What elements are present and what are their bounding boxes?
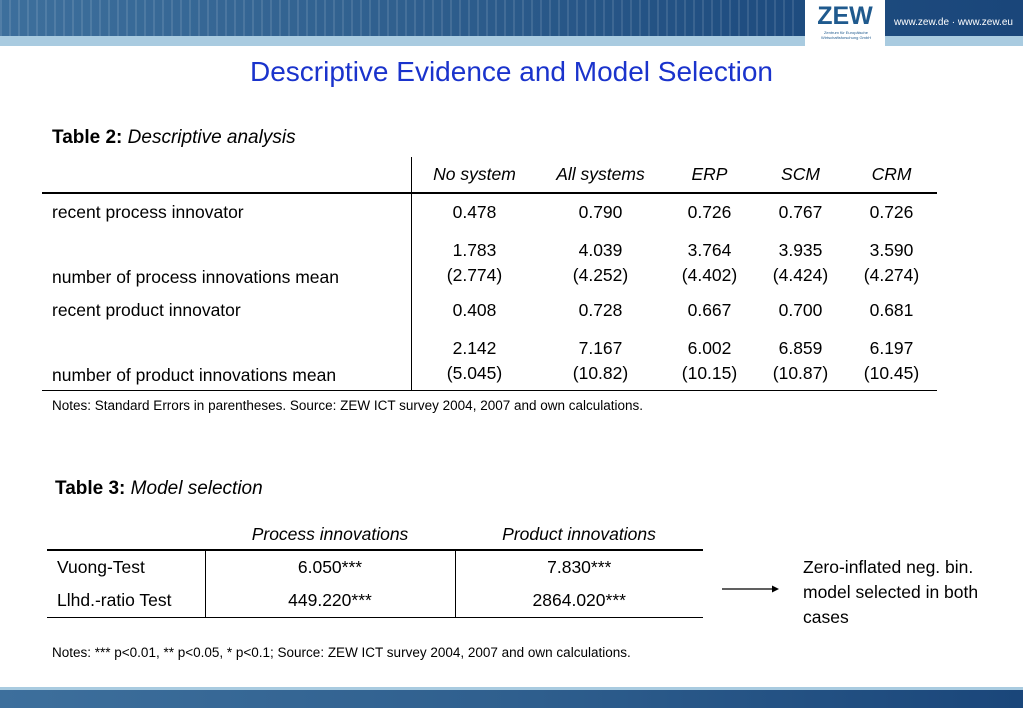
table2-row-label: number of process innovations mean xyxy=(42,230,412,292)
footer-stripe xyxy=(0,687,1023,691)
table2-caption-bold: Table 2: xyxy=(52,127,123,148)
header-url: www.zew.de · www.zew.eu xyxy=(894,17,1013,28)
header-stripe xyxy=(0,36,1023,46)
table3-row: Llhd.-ratio Test 449.220*** 2864.020*** xyxy=(47,584,703,618)
table2-se: (5.045) xyxy=(446,363,503,383)
table2-cell: 0.726 xyxy=(687,201,732,222)
table2-col-header: ERP xyxy=(664,157,755,194)
table3-corner xyxy=(47,519,205,551)
table3-header-row: Process innovations Product innovations xyxy=(47,519,703,551)
table2-cell: 7.167 (10.82) xyxy=(537,328,664,391)
table2-cell: 0.408 xyxy=(452,299,497,320)
table3-caption-italic: Model selection xyxy=(130,478,263,499)
right-arrow-icon xyxy=(722,585,779,593)
table3-cell: 2864.020*** xyxy=(455,584,703,618)
table2-cell: 0.667 xyxy=(687,299,732,320)
table2-se: (10.82) xyxy=(572,363,629,383)
table2-row: number of process innovations mean 1.783… xyxy=(42,230,937,292)
table2-notes: Notes: Standard Errors in parentheses. S… xyxy=(52,398,644,413)
table2-mean: 2.142 xyxy=(452,338,497,358)
table2-se: (4.252) xyxy=(572,265,629,285)
table2-mean: 1.783 xyxy=(452,240,497,260)
table2-cell: 4.039 (4.252) xyxy=(537,230,664,292)
table3-col-header: Process innovations xyxy=(205,519,455,551)
table2-col-header: All systems xyxy=(537,157,664,194)
table2-row-label: recent product innovator xyxy=(42,292,412,328)
table2-se: (10.45) xyxy=(863,363,920,383)
table2-se: (4.424) xyxy=(772,265,829,285)
table2-cell: 2.142 (5.045) xyxy=(411,328,537,391)
table2-row: recent product innovator 0.408 0.728 0.6… xyxy=(42,292,937,328)
table2-caption-italic: Descriptive analysis xyxy=(127,127,296,148)
table2-row: number of product innovations mean 2.142… xyxy=(42,328,937,391)
table2-cell: 1.783 (2.774) xyxy=(412,230,538,292)
table2-cell: 6.859 (10.87) xyxy=(755,328,846,391)
table3-row-label: Vuong-Test xyxy=(47,550,206,584)
footer-band xyxy=(0,690,1023,708)
table3-row-label: Llhd.-ratio Test xyxy=(47,584,206,618)
table2-header-row: No system All systems ERP SCM CRM xyxy=(42,157,937,194)
table2-cell: 0.728 xyxy=(578,299,623,320)
table3-col-header: Product innovations xyxy=(455,519,703,551)
table2-col-header: CRM xyxy=(846,157,937,194)
table2-cell: 3.935 (4.424) xyxy=(755,230,846,292)
table2-se: (10.15) xyxy=(681,363,738,383)
table2-cell: 0.790 xyxy=(578,201,623,222)
table3-notes: Notes: *** p<0.01, ** p<0.05, * p<0.1; S… xyxy=(52,645,631,660)
model-selection-table: Process innovations Product innovations … xyxy=(47,519,703,618)
table3-caption-bold: Table 3: xyxy=(55,478,126,499)
table2-col-header: No system xyxy=(411,157,537,194)
descriptive-table: No system All systems ERP SCM CRM recent… xyxy=(42,157,937,391)
table3-cell: 7.830*** xyxy=(547,557,612,577)
table2-se: (4.274) xyxy=(863,265,920,285)
table2-cell: 0.478 xyxy=(452,201,497,222)
table2-cell: 0.726 xyxy=(869,201,914,222)
table3-row: Vuong-Test 6.050*** 7.830*** xyxy=(47,550,703,584)
table2-cell: 3.590 (4.274) xyxy=(846,230,937,292)
table2-mean: 6.002 xyxy=(687,338,732,358)
table2-caption: Table 2: Descriptive analysis xyxy=(52,127,296,149)
table2-cell: 6.197 (10.45) xyxy=(846,328,937,391)
table2-cell: 0.767 xyxy=(778,201,823,222)
model-selection-note: Zero-inflated neg. bin. model selected i… xyxy=(803,557,979,627)
table2-mean: 3.590 xyxy=(869,240,914,260)
zew-logo: ZEW Zentrum für Europäische Wirtschaftsf… xyxy=(805,0,885,46)
table2-cell: 0.681 xyxy=(869,299,914,320)
logo-wordmark: ZEW xyxy=(817,2,873,30)
table2-mean: 7.167 xyxy=(578,338,623,358)
header-texture xyxy=(0,0,800,36)
table2-corner xyxy=(42,157,412,194)
table3-cell: 6.050*** xyxy=(205,550,456,584)
table2-row: recent process innovator 0.478 0.790 0.7… xyxy=(42,193,937,230)
table3-cell: 449.220*** xyxy=(205,584,456,618)
table3-caption: Table 3: Model selection xyxy=(55,478,263,500)
table2-cell: 3.764 (4.402) xyxy=(664,230,755,292)
table2-se: (4.402) xyxy=(681,265,738,285)
table2-mean: 6.197 xyxy=(869,338,914,358)
table2-cell: 6.002 (10.15) xyxy=(664,328,755,391)
table2-mean: 3.935 xyxy=(778,240,823,260)
table2-se: (2.774) xyxy=(446,265,503,285)
table2-mean: 4.039 xyxy=(578,240,623,260)
table2-mean: 6.859 xyxy=(778,338,823,358)
logo-subtitle: Zentrum für Europäische Wirtschaftsforsc… xyxy=(820,30,871,40)
table2-mean: 3.764 xyxy=(687,240,732,260)
slide-title: Descriptive Evidence and Model Selection xyxy=(250,56,773,87)
table2-row-label: recent process innovator xyxy=(42,193,412,230)
table2-row-label: number of product innovations mean xyxy=(42,328,412,391)
table2-col-header: SCM xyxy=(755,157,846,194)
table2-cell: 0.700 xyxy=(778,299,823,320)
table2-se: (10.87) xyxy=(772,363,829,383)
